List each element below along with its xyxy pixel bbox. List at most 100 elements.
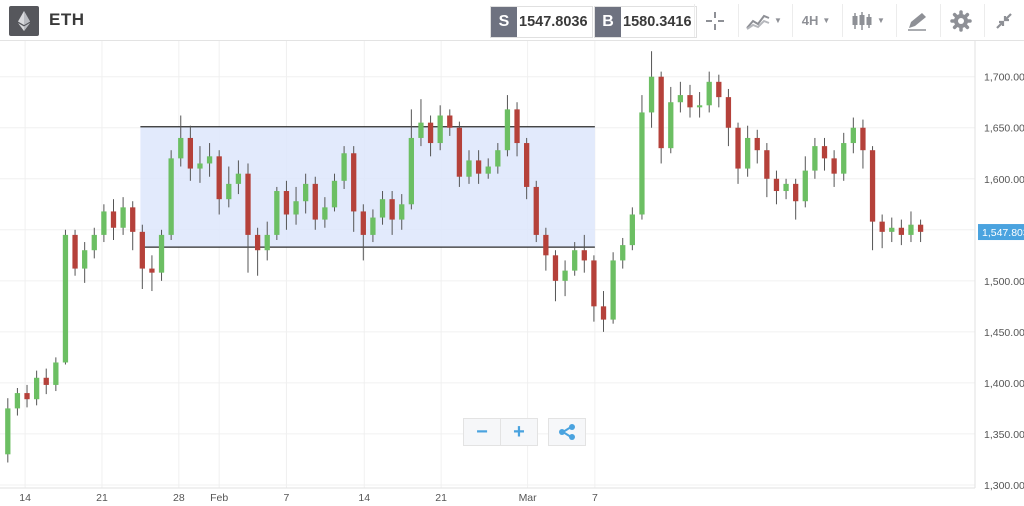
candle-body [331, 180, 338, 208]
candle-body [889, 227, 895, 232]
crosshair-icon [706, 11, 724, 30]
candle-body [504, 109, 511, 151]
candle-body [130, 207, 136, 232]
candle-body [389, 199, 395, 220]
x-tick-label: Feb [210, 492, 228, 501]
timeframe-button[interactable]: 4H ▼ [792, 4, 839, 37]
candle-body [120, 207, 126, 228]
candle-body [43, 377, 49, 385]
candle-body [139, 231, 145, 269]
candle-body [706, 81, 712, 106]
collapse-button[interactable] [984, 4, 1023, 37]
candle-body [543, 234, 549, 256]
candle-body [245, 173, 251, 235]
candle-body [869, 150, 876, 222]
chevron-down-icon: ▼ [877, 16, 885, 25]
candle-body [408, 137, 414, 205]
candle-body [254, 234, 261, 251]
candle-body [110, 211, 117, 228]
gear-icon [950, 9, 972, 32]
candle-body [783, 183, 789, 192]
candles-button[interactable]: ▼ [842, 4, 893, 37]
candle-body [648, 76, 655, 113]
candle-body [677, 95, 684, 103]
chevron-down-icon: ▼ [822, 16, 831, 25]
buy-price-button[interactable]: B 1580.3416 [594, 6, 697, 38]
chart-type-button[interactable]: ▼ [738, 4, 789, 37]
candle-body [879, 221, 885, 232]
candle-body [754, 137, 760, 151]
candle-body [33, 377, 40, 400]
candle-body [312, 183, 318, 220]
candle-body [610, 260, 616, 320]
candle-body [24, 393, 30, 400]
candle-body [841, 143, 847, 174]
candle-body [552, 255, 559, 281]
candle-body [360, 211, 366, 235]
price-chart[interactable]: 1,300.000 1,350.000 1,400.000 1,450.000 1,50… [0, 41, 1024, 504]
share-icon [559, 424, 575, 440]
y-tick-label: 1,300.000 [984, 480, 1024, 492]
candle-body [495, 150, 501, 167]
share-controls [548, 418, 586, 446]
candle-body [725, 97, 732, 128]
toolbar: ETH S 1547.8036 B 1580.3416 ▼ 4H ▼ [0, 0, 1024, 41]
candle-body [591, 260, 597, 307]
candle-body [860, 127, 866, 151]
candle-body [226, 183, 232, 200]
candle-body [158, 234, 165, 273]
candle-body [101, 211, 107, 235]
ethereum-icon [9, 6, 39, 36]
candle-body [427, 122, 434, 144]
sell-price-button[interactable]: S 1547.8036 [490, 6, 593, 38]
x-tick-label: 28 [173, 492, 185, 501]
y-tick-label: 1,400.000 [984, 378, 1024, 390]
draw-button[interactable] [896, 4, 937, 37]
candle-body [620, 245, 626, 261]
candle-body [62, 234, 69, 363]
candle-body [370, 217, 376, 235]
y-tick-label: 1,350.000 [984, 429, 1024, 441]
current-price-label: 1,547.803 [982, 227, 1024, 239]
zoom-in-button[interactable]: + [501, 418, 538, 446]
y-tick-label: 1,500.000 [984, 276, 1024, 288]
candle-body [562, 270, 568, 281]
candle-body [658, 76, 664, 149]
candle-body [533, 186, 539, 235]
candle-body [72, 234, 78, 269]
candle-body [341, 153, 347, 181]
x-tick-label: 7 [592, 492, 598, 501]
candle-body [639, 112, 645, 215]
y-tick-label: 1,650.000 [984, 123, 1024, 135]
candle-body [514, 109, 520, 144]
crosshair-button[interactable] [694, 4, 735, 37]
timeframe-label: 4H [801, 13, 819, 28]
settings-button[interactable] [940, 4, 981, 37]
zoom-out-button[interactable]: − [463, 418, 501, 446]
candle-body [216, 156, 222, 200]
candle-body [447, 115, 453, 128]
candle-body [908, 224, 914, 235]
candle-body [149, 268, 155, 273]
candle-body [197, 163, 203, 169]
candle-body [168, 158, 174, 235]
candle-body [629, 214, 635, 246]
candle-body [206, 156, 213, 164]
candle-body [5, 408, 11, 455]
candle-body [456, 127, 463, 177]
candle-body [283, 191, 290, 215]
y-tick-label: 1,700.000 [984, 72, 1024, 84]
candle-body [831, 158, 837, 174]
chart-canvas[interactable]: 1,300.000 1,350.000 1,400.000 1,450.000 1,50… [0, 41, 1024, 504]
candle-body [466, 160, 472, 177]
candlestick-icon [852, 11, 872, 30]
candle-body [91, 234, 97, 251]
x-tick-label: 21 [96, 492, 108, 501]
y-tick-label: 1,600.000 [984, 174, 1024, 186]
candle-body [485, 166, 491, 174]
share-button[interactable] [548, 418, 586, 446]
candle-body [764, 150, 770, 179]
x-tick-label: Mar [519, 492, 538, 501]
candle-body [898, 227, 905, 235]
buy-price: 1580.3416 [623, 14, 692, 30]
